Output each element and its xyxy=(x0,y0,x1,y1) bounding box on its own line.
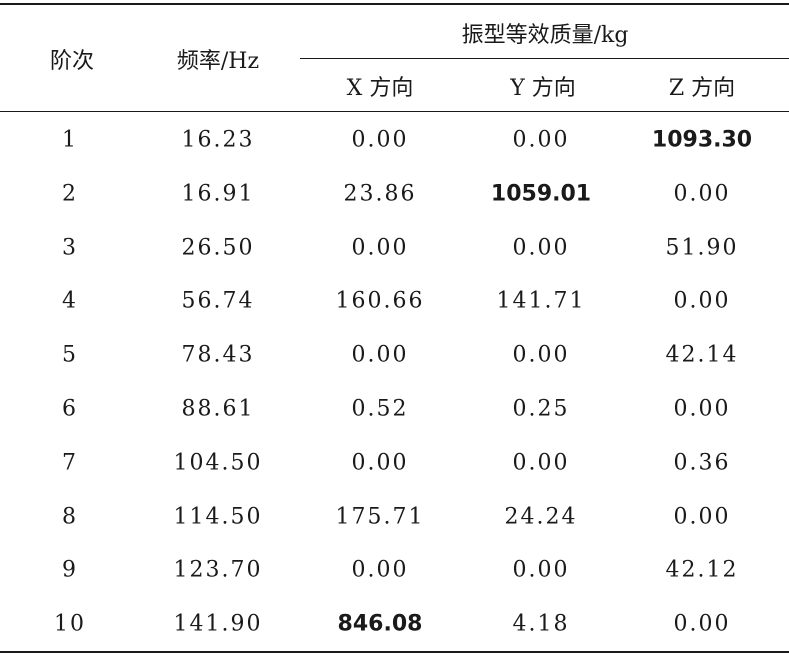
cell-y-mass: 24.24 xyxy=(504,504,578,530)
cell-z-mass: 0.00 xyxy=(673,396,731,422)
cell-order: 9 xyxy=(62,557,78,583)
cell-y-mass: 0.00 xyxy=(512,342,570,368)
cell-y-mass: 0.00 xyxy=(512,235,570,261)
top-rule xyxy=(0,3,789,5)
cell-z-mass: 0.00 xyxy=(673,288,731,314)
cell-order: 10 xyxy=(54,611,86,637)
cell-frequency: 78.43 xyxy=(181,342,255,368)
cell-order: 7 xyxy=(62,450,78,476)
cell-order: 4 xyxy=(62,288,78,314)
cell-z-mass: 0.00 xyxy=(673,611,731,637)
header-frequency: 频率/Hz xyxy=(176,49,260,74)
cell-frequency: 56.74 xyxy=(181,288,255,314)
cell-order: 5 xyxy=(62,342,78,368)
cell-frequency: 123.70 xyxy=(173,557,263,583)
header-sub-rule xyxy=(300,58,789,59)
cell-y-mass: 1059.01 xyxy=(490,181,592,207)
header-order: 阶次 xyxy=(49,49,95,74)
cell-z-mass: 1093.30 xyxy=(651,127,753,153)
cell-frequency: 16.91 xyxy=(181,181,255,207)
cell-frequency: 141.90 xyxy=(173,611,263,637)
cell-x-mass: 0.00 xyxy=(351,450,409,476)
cell-x-mass: 846.08 xyxy=(337,611,423,637)
cell-order: 3 xyxy=(62,235,78,261)
cell-z-mass: 42.12 xyxy=(665,557,739,583)
cell-z-mass: 0.00 xyxy=(673,181,731,207)
cell-z-mass: 0.36 xyxy=(673,450,731,476)
cell-frequency: 88.61 xyxy=(181,396,255,422)
cell-x-mass: 0.00 xyxy=(351,235,409,261)
bottom-rule xyxy=(0,651,789,653)
cell-order: 8 xyxy=(62,504,78,530)
cell-order: 2 xyxy=(62,181,78,207)
cell-order: 1 xyxy=(62,127,78,153)
cell-frequency: 26.50 xyxy=(181,235,255,261)
header-x-direction: X 方向 xyxy=(346,76,414,101)
cell-z-mass: 0.00 xyxy=(673,504,731,530)
cell-x-mass: 0.00 xyxy=(351,342,409,368)
cell-x-mass: 0.00 xyxy=(351,127,409,153)
cell-frequency: 104.50 xyxy=(173,450,263,476)
header-y-direction: Y 方向 xyxy=(510,76,576,101)
cell-x-mass: 23.86 xyxy=(343,181,417,207)
cell-x-mass: 160.66 xyxy=(335,288,425,314)
cell-frequency: 16.23 xyxy=(181,127,255,153)
header-equivalent-mass: 振型等效质量/kg xyxy=(461,23,629,48)
cell-y-mass: 4.18 xyxy=(512,611,570,637)
cell-x-mass: 0.52 xyxy=(351,396,409,422)
header-rule xyxy=(0,111,789,112)
cell-frequency: 114.50 xyxy=(173,504,263,530)
cell-y-mass: 0.00 xyxy=(512,450,570,476)
cell-z-mass: 51.90 xyxy=(665,235,739,261)
cell-y-mass: 0.00 xyxy=(512,557,570,583)
cell-x-mass: 0.00 xyxy=(351,557,409,583)
cell-y-mass: 141.71 xyxy=(496,288,586,314)
cell-order: 6 xyxy=(62,396,78,422)
cell-y-mass: 0.25 xyxy=(512,396,570,422)
cell-x-mass: 175.71 xyxy=(335,504,425,530)
header-z-direction: Z 方向 xyxy=(668,76,736,101)
cell-y-mass: 0.00 xyxy=(512,127,570,153)
cell-z-mass: 42.14 xyxy=(665,342,739,368)
